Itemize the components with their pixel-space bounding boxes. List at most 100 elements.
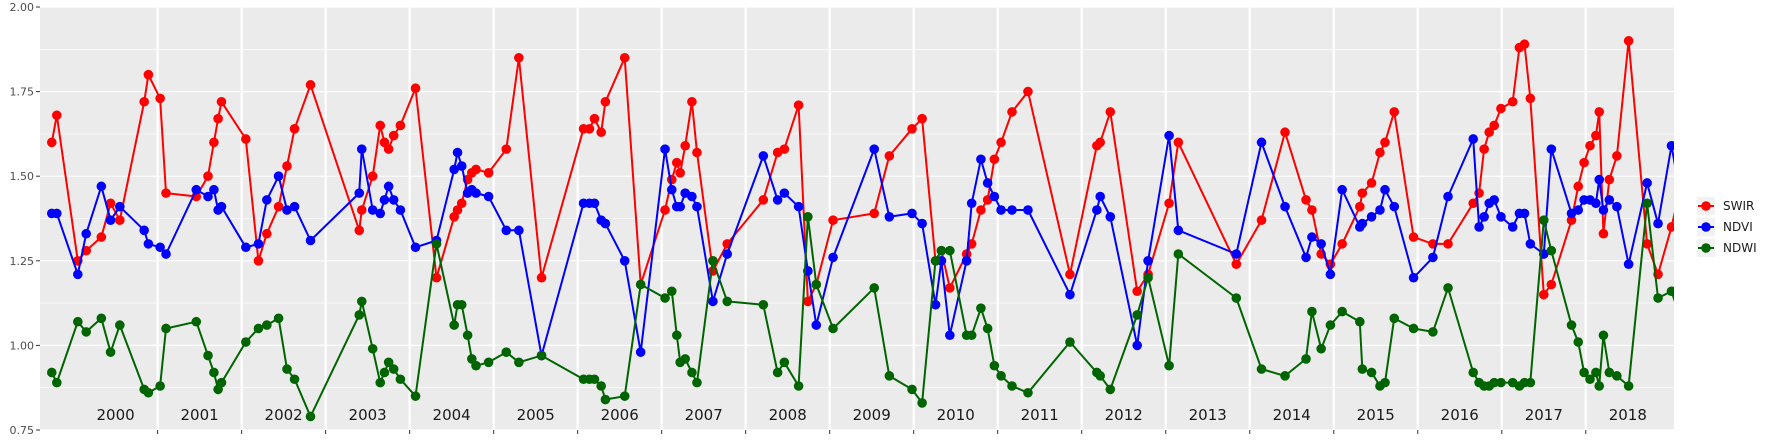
data-point-ndvi <box>1546 144 1557 154</box>
data-point-ndwi <box>395 374 406 385</box>
data-point-swir <box>241 134 251 144</box>
data-point-swir <box>1666 222 1674 232</box>
data-point-ndwi <box>1585 374 1595 385</box>
x-axis <box>157 430 1587 434</box>
data-point-ndvi <box>907 208 917 219</box>
data-point-ndvi <box>514 225 524 236</box>
data-point-swir <box>1280 127 1290 138</box>
year-label: 2014 <box>1273 406 1311 424</box>
data-point-ndvi <box>1301 252 1311 263</box>
data-point-ndvi <box>884 212 895 222</box>
year-label: 2005 <box>517 406 555 424</box>
data-point-ndvi <box>811 320 822 330</box>
data-point-ndwi <box>52 377 62 388</box>
data-point-ndwi <box>1316 343 1326 354</box>
data-point-ndwi <box>354 310 365 320</box>
data-point-swir <box>976 205 986 215</box>
data-point-ndvi <box>692 201 702 212</box>
data-point-swir <box>282 161 292 171</box>
data-point-ndvi <box>1095 191 1106 202</box>
data-point-swir <box>1132 286 1142 297</box>
legend-label-ndwi: NDWI <box>1723 241 1757 255</box>
data-point-swir <box>1007 107 1017 117</box>
data-point-swir <box>143 69 154 80</box>
data-point-ndvi <box>1023 205 1033 215</box>
data-point-swir <box>96 232 107 242</box>
data-point-ndvi <box>589 198 600 209</box>
data-point-ndwi <box>1489 377 1500 388</box>
data-point-ndwi <box>273 313 284 324</box>
data-point-swir <box>1598 228 1609 239</box>
year-label: 2002 <box>265 406 303 424</box>
data-point-swir <box>828 215 838 225</box>
y-tick-label: 1.25 <box>10 255 35 268</box>
data-point-ndwi <box>456 299 467 310</box>
y-tick-label: 1.00 <box>10 339 35 352</box>
data-point-ndwi <box>811 279 822 290</box>
data-point-swir <box>584 124 595 134</box>
data-point-ndwi <box>758 299 769 310</box>
data-point-ndwi <box>619 391 630 401</box>
data-point-ndvi <box>410 242 421 253</box>
data-point-swir <box>1591 130 1601 141</box>
data-point-ndvi <box>383 181 394 192</box>
data-point-ndwi <box>1666 286 1674 297</box>
data-point-ndvi <box>1307 232 1317 242</box>
data-point-ndwi <box>1677 317 1687 327</box>
data-point-ndvi <box>216 201 227 212</box>
data-point-swir <box>1594 107 1605 117</box>
data-point-swir <box>1468 198 1479 209</box>
data-point-ndwi <box>907 384 917 395</box>
data-point-ndvi <box>356 144 367 154</box>
data-point-ndvi <box>1316 239 1326 249</box>
data-point-ndwi <box>722 296 733 307</box>
data-point-swir <box>305 80 316 90</box>
data-point-ndvi <box>1489 195 1500 205</box>
data-point-swir <box>253 255 264 266</box>
data-point-ndvi <box>1428 252 1438 263</box>
data-point-ndvi <box>115 201 125 212</box>
data-point-ndwi <box>1443 283 1453 293</box>
data-point-swir <box>273 201 284 212</box>
data-point-ndwi <box>155 381 165 391</box>
data-point-ndwi <box>289 374 300 385</box>
data-point-ndvi <box>708 296 718 307</box>
data-point-swir <box>1408 232 1419 242</box>
data-point-ndvi <box>1653 218 1663 229</box>
year-label: 2018 <box>1609 406 1647 424</box>
data-point-ndwi <box>96 313 107 324</box>
data-point-ndvi <box>191 184 202 195</box>
data-point-ndwi <box>589 374 600 385</box>
data-point-swir <box>1173 137 1184 148</box>
data-point-ndwi <box>803 212 813 222</box>
data-point-ndvi <box>961 255 972 266</box>
data-point-ndwi <box>161 323 171 334</box>
data-point-swir <box>1683 209 1693 219</box>
data-point-ndwi <box>253 323 264 334</box>
data-point-ndvi <box>1468 134 1479 144</box>
data-point-ndwi <box>462 330 473 341</box>
data-point-ndwi <box>1573 337 1584 347</box>
data-point-ndvi <box>966 198 977 209</box>
data-point-swir <box>483 168 494 178</box>
data-point-ndwi <box>996 371 1006 381</box>
data-point-ndwi <box>410 391 421 401</box>
series-layer <box>46 36 1693 422</box>
year-label: 2010 <box>937 406 975 424</box>
data-point-ndvi <box>772 195 783 205</box>
year-label: 2012 <box>1105 406 1143 424</box>
data-point-swir <box>619 52 630 63</box>
data-point-ndwi <box>1594 381 1605 391</box>
data-point-swir <box>203 171 213 181</box>
data-point-ndvi <box>155 242 165 253</box>
data-point-ndvi <box>501 225 512 236</box>
data-point-ndwi <box>660 293 670 303</box>
data-point-swir <box>375 120 386 131</box>
year-label: 2015 <box>1357 406 1395 424</box>
data-point-ndwi <box>989 360 1000 371</box>
data-point-swir <box>1604 174 1615 185</box>
data-point-ndvi <box>1474 222 1484 232</box>
data-point-ndwi <box>1256 364 1267 374</box>
data-point-ndvi <box>828 252 838 263</box>
minor-gridlines <box>40 48 1674 389</box>
